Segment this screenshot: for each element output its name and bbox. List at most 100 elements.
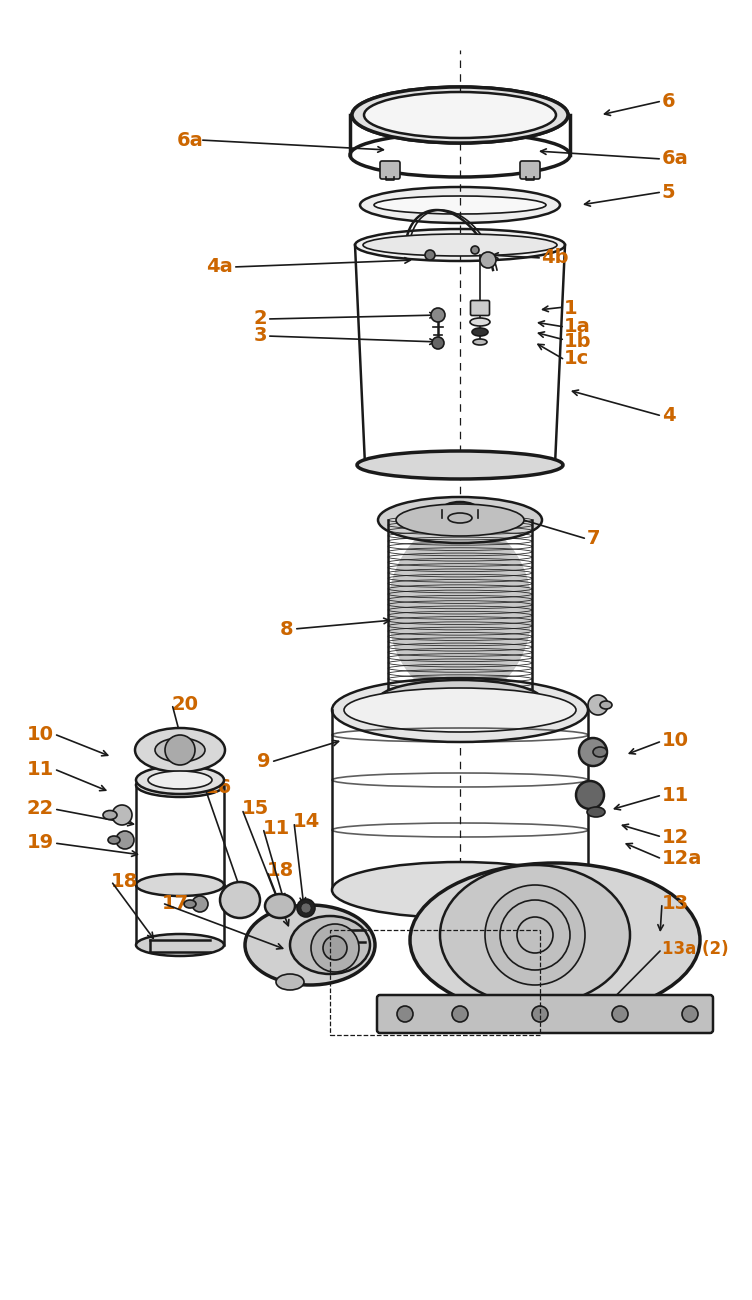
Text: 4a: 4a	[206, 257, 233, 276]
Ellipse shape	[155, 738, 205, 762]
Text: 1: 1	[564, 299, 578, 317]
Circle shape	[397, 1006, 413, 1022]
Text: 1a: 1a	[564, 317, 591, 335]
Ellipse shape	[290, 916, 370, 974]
Circle shape	[517, 916, 553, 953]
Ellipse shape	[363, 234, 557, 256]
Circle shape	[112, 805, 132, 826]
Circle shape	[485, 885, 585, 985]
Ellipse shape	[136, 774, 224, 797]
Circle shape	[432, 337, 444, 348]
Circle shape	[452, 1006, 468, 1022]
Circle shape	[311, 924, 359, 972]
Ellipse shape	[448, 514, 472, 523]
Ellipse shape	[245, 905, 375, 985]
Circle shape	[579, 738, 607, 766]
Ellipse shape	[135, 728, 225, 772]
Text: 11: 11	[263, 819, 290, 837]
Circle shape	[612, 1006, 628, 1022]
Circle shape	[500, 900, 570, 970]
Text: 8: 8	[280, 620, 293, 638]
Text: 4: 4	[662, 407, 675, 425]
FancyBboxPatch shape	[380, 161, 400, 179]
Text: 22: 22	[27, 800, 54, 818]
Ellipse shape	[593, 747, 607, 757]
Ellipse shape	[297, 900, 315, 916]
Bar	[330, 930, 540, 1035]
Ellipse shape	[276, 974, 304, 991]
Ellipse shape	[332, 862, 588, 918]
Ellipse shape	[220, 881, 260, 918]
Text: 20: 20	[171, 696, 199, 714]
Circle shape	[165, 734, 195, 764]
Ellipse shape	[136, 874, 224, 896]
Text: 6: 6	[662, 92, 675, 111]
Ellipse shape	[357, 451, 563, 478]
Text: 7: 7	[587, 529, 600, 547]
Text: 12a: 12a	[662, 849, 702, 867]
Ellipse shape	[473, 339, 487, 344]
Ellipse shape	[410, 863, 700, 1017]
Text: 10: 10	[27, 725, 54, 744]
FancyBboxPatch shape	[471, 300, 490, 316]
Circle shape	[471, 246, 479, 254]
Text: 11: 11	[27, 760, 54, 779]
Text: 5: 5	[662, 183, 675, 202]
Text: 4b: 4b	[541, 248, 569, 266]
Text: 6a: 6a	[176, 131, 203, 150]
Ellipse shape	[374, 196, 546, 214]
Ellipse shape	[396, 504, 524, 536]
Ellipse shape	[103, 810, 117, 819]
Text: 2: 2	[253, 309, 267, 328]
Text: 17: 17	[162, 894, 189, 913]
Ellipse shape	[470, 318, 490, 326]
Circle shape	[425, 250, 435, 260]
Text: 10: 10	[662, 732, 689, 750]
Ellipse shape	[440, 864, 630, 1005]
Ellipse shape	[301, 903, 311, 913]
Ellipse shape	[136, 766, 224, 794]
Circle shape	[431, 308, 445, 322]
Ellipse shape	[364, 92, 556, 138]
Ellipse shape	[360, 187, 560, 224]
Text: 13a (2): 13a (2)	[662, 940, 729, 958]
Ellipse shape	[108, 836, 120, 844]
FancyBboxPatch shape	[520, 161, 540, 179]
Text: 15: 15	[242, 800, 269, 818]
Ellipse shape	[388, 520, 532, 699]
Ellipse shape	[378, 680, 542, 720]
Ellipse shape	[378, 497, 542, 543]
Text: 3: 3	[253, 326, 267, 344]
Ellipse shape	[442, 502, 478, 517]
Text: 14: 14	[293, 812, 320, 831]
Ellipse shape	[184, 900, 196, 907]
Text: 11: 11	[662, 786, 689, 805]
Text: 18: 18	[111, 872, 138, 891]
Ellipse shape	[352, 87, 568, 143]
Ellipse shape	[355, 229, 565, 261]
Text: 1b: 1b	[564, 333, 592, 351]
Text: 6a: 6a	[662, 150, 689, 168]
Text: 1c: 1c	[564, 350, 590, 368]
Ellipse shape	[136, 933, 224, 956]
Ellipse shape	[148, 771, 212, 789]
Circle shape	[116, 831, 134, 849]
Text: 21: 21	[171, 745, 199, 763]
Ellipse shape	[370, 95, 550, 135]
Circle shape	[192, 896, 208, 913]
Circle shape	[480, 252, 496, 268]
Circle shape	[588, 696, 608, 715]
Circle shape	[532, 1006, 548, 1022]
Circle shape	[576, 781, 604, 809]
Ellipse shape	[600, 701, 612, 708]
Text: 18: 18	[267, 862, 294, 880]
Text: 12: 12	[662, 828, 689, 846]
Text: 9: 9	[257, 753, 271, 771]
FancyBboxPatch shape	[377, 994, 713, 1034]
Ellipse shape	[587, 807, 605, 816]
Circle shape	[682, 1006, 698, 1022]
Text: 19: 19	[27, 833, 54, 852]
Ellipse shape	[472, 328, 488, 335]
Text: 16: 16	[205, 779, 232, 797]
Ellipse shape	[265, 894, 295, 918]
